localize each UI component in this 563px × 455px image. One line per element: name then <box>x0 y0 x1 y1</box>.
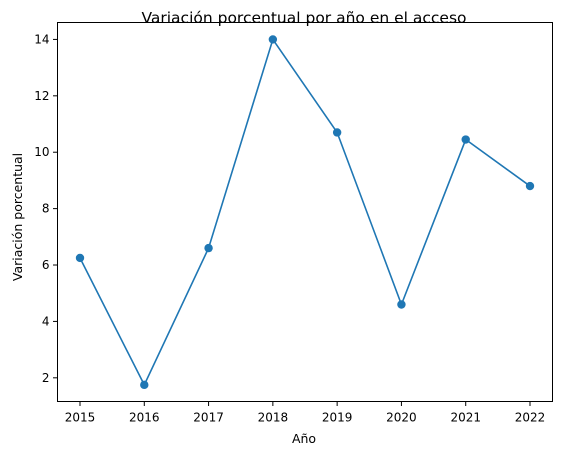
y-axis-label: Variación porcentual <box>10 153 25 281</box>
plot-area-frame <box>57 22 553 402</box>
x-tick-label: 2022 <box>515 411 546 425</box>
chart-title: Variación porcentual por año en el acces… <box>141 9 466 27</box>
x-tick-label: 2016 <box>129 411 160 425</box>
y-tick-label: 2 <box>42 371 50 385</box>
x-tick-label: 2018 <box>258 411 289 425</box>
x-axis: 2015 2016 2017 2018 2019 2020 2021 2022 <box>65 401 546 425</box>
x-tick-label: 2015 <box>65 411 96 425</box>
y-tick-label: 4 <box>42 314 50 328</box>
x-tick-label: 2019 <box>322 411 353 425</box>
series-line <box>79 37 531 387</box>
data-point-2017 <box>204 243 213 253</box>
y-tick-label: 14 <box>34 32 49 46</box>
y-axis: 2 4 6 8 10 12 14 <box>34 32 58 385</box>
x-axis-label: Año <box>292 431 316 446</box>
data-point-2016 <box>140 380 149 390</box>
x-tick-label: 2021 <box>450 411 481 425</box>
data-point-2020 <box>397 300 406 309</box>
data-series <box>75 35 535 390</box>
data-point-2019 <box>332 128 342 137</box>
x-tick-label: 2020 <box>386 411 417 425</box>
data-point-2022 <box>525 181 535 191</box>
y-tick-label: 10 <box>34 145 49 159</box>
y-tick-label: 6 <box>42 258 50 272</box>
x-tick-label: 2017 <box>193 411 224 425</box>
data-point-2018 <box>268 35 278 44</box>
data-point-2015 <box>75 253 85 263</box>
y-tick-label: 12 <box>34 89 49 103</box>
data-point-2021 <box>461 135 470 144</box>
y-tick-label: 8 <box>42 202 50 216</box>
